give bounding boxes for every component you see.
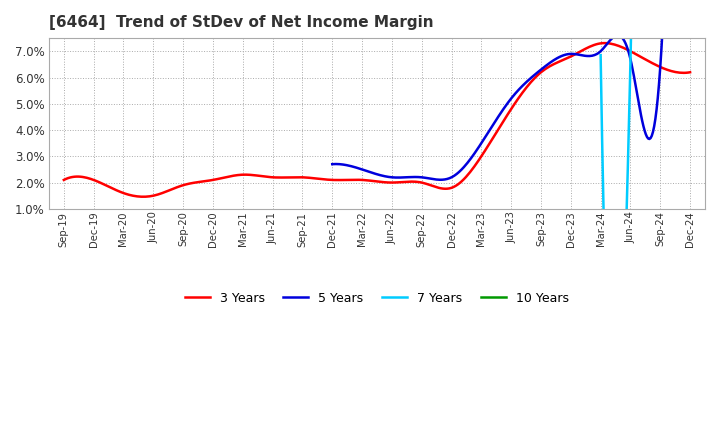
Line: 3 Years: 3 Years <box>64 43 690 197</box>
3 Years <box>590 43 598 48</box>
5 Years <box>548 59 557 64</box>
Line: 7 Years: 7 Years <box>600 0 690 440</box>
Text: [6464]  Trend of StDev of Net Income Margin: [6464] Trend of StDev of Net Income Marg… <box>49 15 433 30</box>
7 Years <box>597 70 606 76</box>
3 Years <box>600 40 608 46</box>
3 Years <box>434 185 443 191</box>
3 Years <box>139 194 148 199</box>
3 Years <box>432 185 441 190</box>
3 Years <box>62 176 71 182</box>
5 Years <box>541 64 549 69</box>
3 Years <box>631 51 640 57</box>
7 Years <box>596 52 605 58</box>
3 Years <box>60 177 68 183</box>
5 Years <box>631 80 639 85</box>
3 Years <box>685 70 694 75</box>
3 Years <box>445 186 454 191</box>
5 Years <box>328 161 336 167</box>
5 Years <box>654 95 662 101</box>
5 Years <box>329 161 338 167</box>
5 Years <box>542 62 551 68</box>
Line: 5 Years: 5 Years <box>332 0 690 180</box>
Legend: 3 Years, 5 Years, 7 Years, 10 Years: 3 Years, 5 Years, 7 Years, 10 Years <box>180 287 575 310</box>
5 Years <box>436 177 444 183</box>
